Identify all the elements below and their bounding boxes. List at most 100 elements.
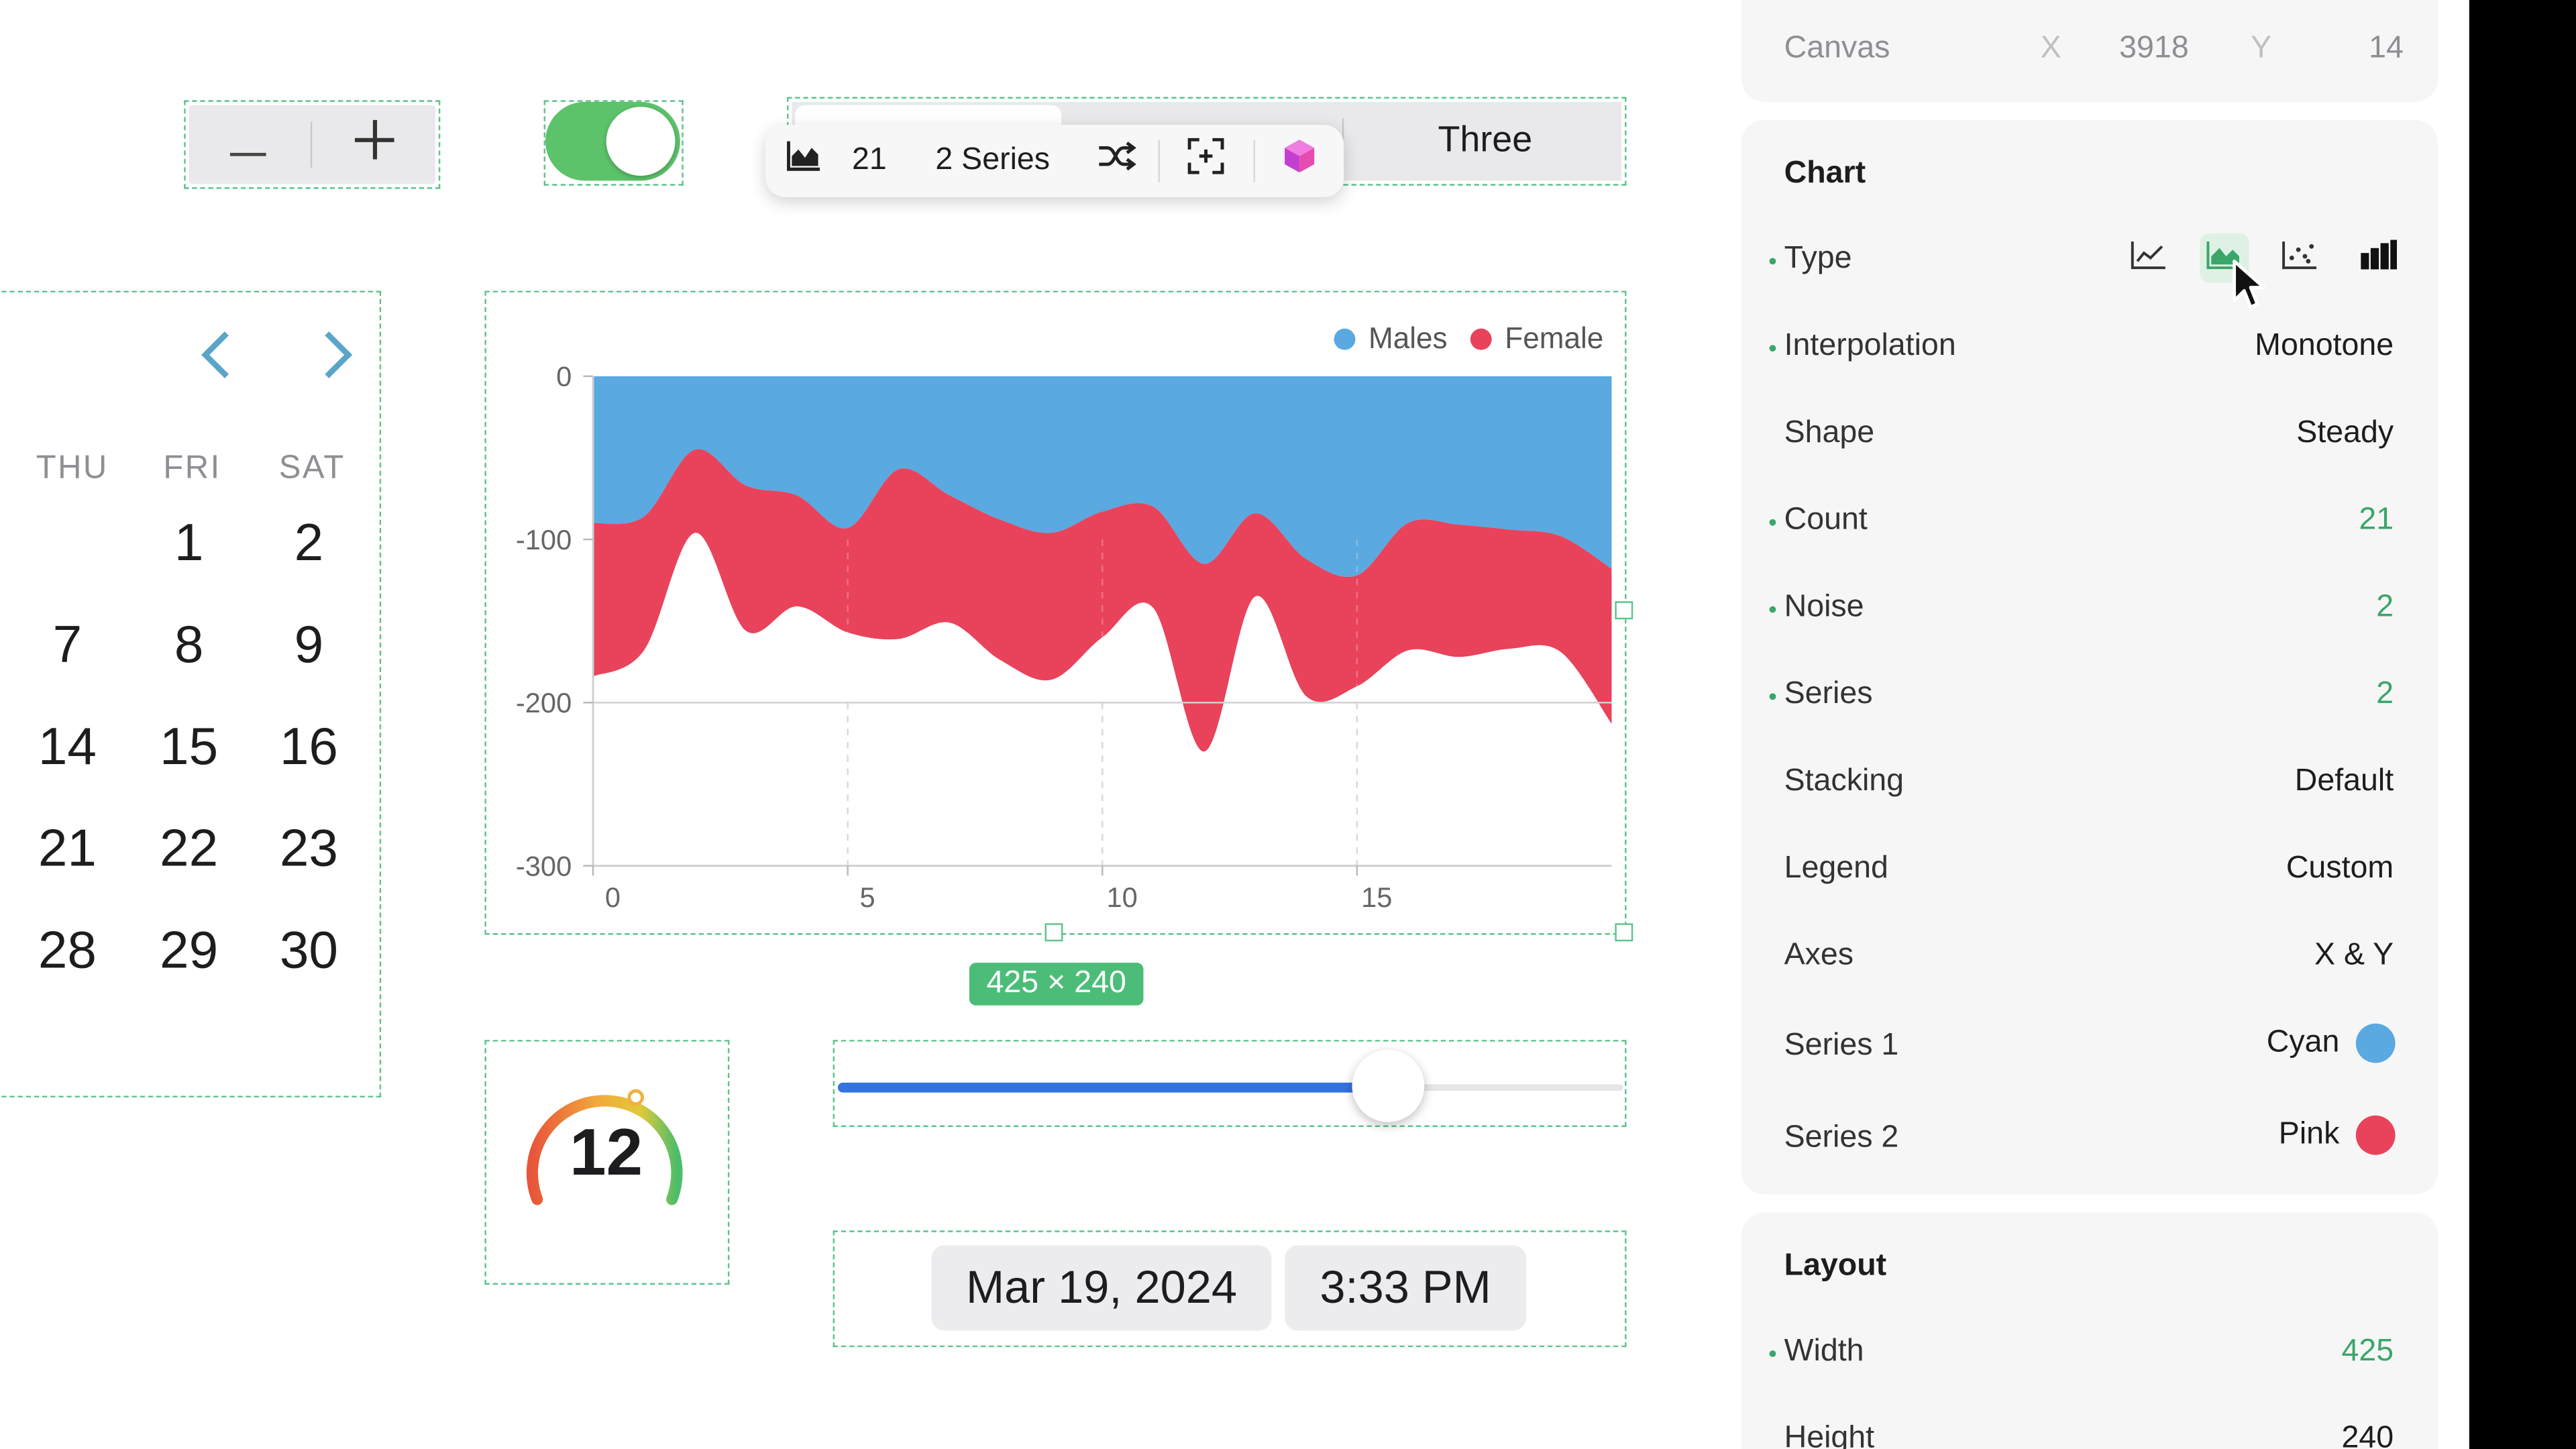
chevron-right-icon <box>317 330 360 396</box>
y-tick-label: -300 <box>516 850 572 881</box>
increment-button[interactable] <box>312 102 437 184</box>
x-tick-label: 5 <box>859 881 875 913</box>
height-value[interactable]: 240 <box>2341 1421 2394 1449</box>
area-chart-icon <box>2206 239 2243 276</box>
noise-label: Noise <box>1784 590 1864 625</box>
series-button[interactable]: 2 Series <box>935 143 1051 178</box>
layout-panel: Layout Width 425 Height 240 <box>1741 1212 2438 1449</box>
axes-label: Axes <box>1784 938 1854 973</box>
type-scatter-button[interactable] <box>2275 233 2324 282</box>
stacking-row[interactable]: Stacking Default <box>1741 764 2438 813</box>
axes-row[interactable]: Axes X & Y <box>1741 938 2438 987</box>
count-row[interactable]: Count 21 <box>1741 502 2438 551</box>
y-tick-label: -200 <box>516 687 572 718</box>
canvas-label: Canvas <box>1784 31 1890 66</box>
calendar-day[interactable]: 23 <box>279 818 338 877</box>
segment-three[interactable]: Three <box>1438 118 1533 160</box>
legend-value[interactable]: Custom <box>2286 851 2394 886</box>
gauge-widget: 12 <box>484 1040 730 1285</box>
cube-icon <box>1281 138 1318 184</box>
scatter-chart-icon <box>2282 239 2318 276</box>
modified-dot <box>1769 345 1776 352</box>
stepper <box>184 100 441 189</box>
resize-handle-corner[interactable] <box>1615 923 1633 942</box>
resize-handle-bottom[interactable] <box>1044 923 1063 942</box>
calendar-day[interactable]: 16 <box>279 716 338 775</box>
shape-row[interactable]: Shape Steady <box>1741 416 2438 465</box>
height-label: Height <box>1784 1421 1875 1449</box>
canvas-panel: Canvas X 3918 Y 14 <box>1741 0 2438 102</box>
slider-widget <box>833 1040 1627 1128</box>
x-tick-label: 15 <box>1361 881 1392 913</box>
width-value[interactable]: 425 <box>2341 1334 2394 1369</box>
calendar-day[interactable]: 7 <box>52 614 83 674</box>
calendar-day[interactable]: 28 <box>38 920 97 979</box>
width-row[interactable]: Width 425 <box>1741 1334 2438 1383</box>
time-field[interactable]: 3:33 PM <box>1285 1245 1527 1331</box>
x-tick-label: 10 <box>1106 881 1137 913</box>
stepper-divider <box>310 121 313 168</box>
chart-panel: Chart Type <box>1741 119 2438 1195</box>
slider-thumb[interactable] <box>1351 1049 1424 1122</box>
calendar-day[interactable]: 1 <box>174 513 204 572</box>
calendar-day[interactable]: 30 <box>279 920 338 979</box>
count-button[interactable]: 21 <box>852 143 887 178</box>
calendar-day[interactable]: 8 <box>174 614 204 674</box>
noise-row[interactable]: Noise 2 <box>1741 590 2438 639</box>
chart-legend: Males Female <box>1334 322 1603 356</box>
series2-swatch[interactable] <box>2355 1115 2396 1155</box>
stacking-value[interactable]: Default <box>2294 763 2394 799</box>
series1-row[interactable]: Series 1 Cyan <box>1741 1023 2438 1077</box>
resize-handle-right[interactable] <box>1615 601 1633 620</box>
slider-fill <box>837 1082 1388 1093</box>
modified-dot <box>1769 693 1776 700</box>
canvas-x-label: X <box>2040 31 2061 66</box>
decrement-button[interactable] <box>186 102 311 184</box>
height-row[interactable]: Height 240 <box>1741 1421 2438 1449</box>
calendar-day[interactable]: 21 <box>38 818 97 877</box>
calendar-next-button[interactable] <box>317 329 360 396</box>
interpolation-value[interactable]: Monotone <box>2255 328 2394 364</box>
series-row[interactable]: Series 2 <box>1741 677 2438 726</box>
toggle-switch[interactable] <box>545 101 680 181</box>
calendar-day[interactable]: 9 <box>294 614 324 674</box>
axes-value[interactable]: X & Y <box>2314 938 2394 973</box>
3d-button[interactable] <box>1254 125 1344 197</box>
cursor-icon <box>2231 258 2274 322</box>
count-value[interactable]: 21 <box>2359 502 2394 537</box>
calendar-day[interactable]: 22 <box>160 818 219 877</box>
calendar-day[interactable]: 15 <box>160 716 219 775</box>
canvas-y-value[interactable]: 14 <box>2369 31 2404 66</box>
focus-icon <box>1188 138 1225 184</box>
type-bar-button[interactable] <box>2354 233 2403 282</box>
calendar-day[interactable]: 2 <box>294 513 324 572</box>
shape-value[interactable]: Steady <box>2296 415 2394 451</box>
canvas-x-value[interactable]: 3918 <box>2119 31 2189 66</box>
width-label: Width <box>1784 1334 1864 1369</box>
calendar-prev-button[interactable] <box>194 329 237 396</box>
shuffle-icon <box>1097 140 1137 182</box>
series1-swatch[interactable] <box>2355 1023 2396 1063</box>
stacking-label: Stacking <box>1784 763 1904 799</box>
plus-icon <box>354 114 394 172</box>
weekday-label: SAT <box>278 450 345 486</box>
noise-value[interactable]: 2 <box>2376 590 2394 625</box>
series1-value[interactable]: Cyan <box>2267 1023 2396 1063</box>
series2-row[interactable]: Series 2 Pink <box>1741 1115 2438 1169</box>
date-field[interactable]: Mar 19, 2024 <box>931 1245 1272 1331</box>
series-label: Series <box>1784 676 1873 712</box>
shuffle-button[interactable] <box>1075 125 1159 197</box>
type-line-button[interactable] <box>2125 233 2174 282</box>
series-value[interactable]: 2 <box>2376 676 2394 712</box>
calendar-day[interactable]: 29 <box>160 920 219 979</box>
modified-dot <box>1769 258 1776 265</box>
calendar-day[interactable]: 14 <box>38 716 97 775</box>
series2-value[interactable]: Pink <box>2279 1115 2396 1155</box>
interpolation-row[interactable]: Interpolation Monotone <box>1741 329 2438 378</box>
legend-label-males: Males <box>1368 322 1448 355</box>
focus-button[interactable] <box>1161 125 1253 197</box>
chart-type-button[interactable] <box>765 125 842 197</box>
legend-row[interactable]: Legend Custom <box>1741 851 2438 900</box>
toggle-wrapper <box>543 100 684 186</box>
type-label: Type <box>1784 241 1852 276</box>
